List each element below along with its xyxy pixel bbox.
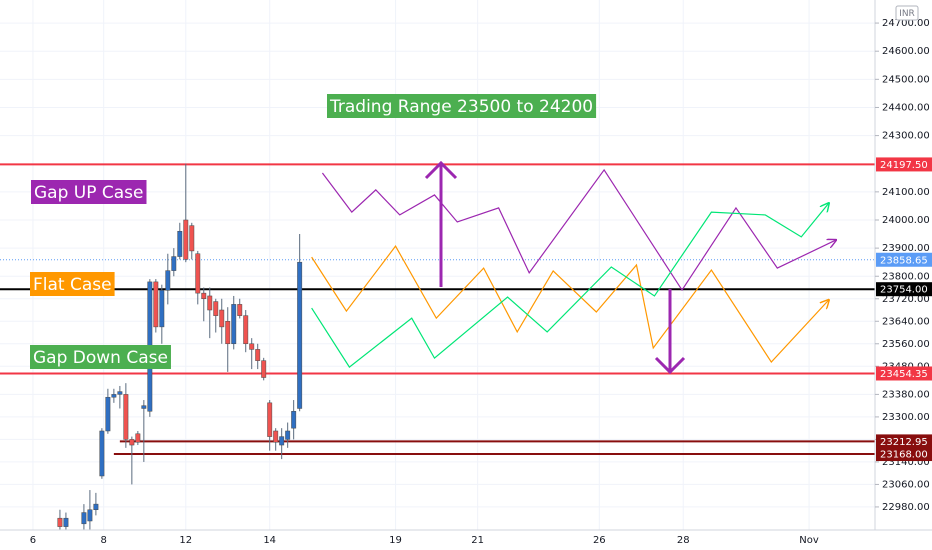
x-tick-label: 6: [30, 535, 36, 546]
x-tick-label: 28: [677, 535, 690, 546]
candle-body: [201, 292, 207, 300]
y-tick-label: 22980.00: [882, 502, 930, 513]
y-tick-label: 24500.00: [882, 74, 930, 85]
y-tick-label: 23900.00: [882, 243, 930, 254]
y-tick-label: 24300.00: [882, 131, 930, 142]
price-tag: [876, 282, 932, 297]
candle-body: [267, 402, 273, 437]
candles: [57, 163, 303, 530]
candle-body: [195, 253, 201, 294]
candle-body: [93, 503, 99, 510]
arrow-head: [654, 356, 686, 375]
scenarios: [311, 168, 836, 368]
candle-body: [177, 230, 183, 257]
price-tag-label: 23754.00: [880, 285, 928, 296]
note-box: [31, 180, 147, 204]
candle-body: [153, 281, 159, 328]
note-label: Flat Case: [33, 275, 112, 295]
candle-body: [87, 509, 93, 522]
candle-body: [297, 261, 303, 409]
candle-body: [213, 301, 219, 316]
y-tick-label: 24700.00: [882, 18, 930, 29]
candle-body: [159, 290, 165, 328]
candle-body: [99, 430, 105, 477]
currency-box: [895, 5, 919, 21]
candle-body: [231, 304, 237, 345]
y-tick-label: 24100.00: [882, 187, 930, 198]
y-tick-label: 24400.00: [882, 102, 930, 113]
y-tick-label: 23800.00: [882, 271, 930, 282]
candle-body: [291, 411, 297, 429]
candle-body: [255, 349, 261, 361]
candle-body: [279, 436, 285, 446]
candle-body: [63, 517, 69, 527]
price-tag-label: 23454.35: [880, 369, 928, 380]
currency: INR: [899, 9, 915, 19]
y-tick-label: 23380.00: [882, 389, 930, 400]
candle-body: [81, 512, 87, 525]
y-tick-label: 23060.00: [882, 479, 930, 490]
x-tick-label: 26: [593, 535, 606, 546]
price-tag-label: 23858.65: [880, 255, 928, 266]
x-tick-label: 8: [100, 535, 106, 546]
candle-body: [105, 396, 111, 432]
y-tick-label: 24600.00: [882, 46, 930, 57]
candle-body: [243, 315, 249, 345]
scenario-line: [311, 245, 829, 364]
candle-body: [237, 304, 243, 316]
scenario-line: [321, 168, 836, 292]
price-tag: [876, 252, 932, 267]
price-tag: [876, 366, 932, 381]
candle-body: [285, 430, 291, 440]
x-tick-label: Nov: [799, 535, 819, 546]
y-tick-label: 23720.00: [882, 294, 930, 305]
candle-body: [141, 405, 147, 409]
axis: 24700.00 24600.00 24500.00 24400.00 24300.00…: [30, 18, 932, 546]
candle-body: [165, 270, 171, 291]
x-tick-label: 14: [263, 535, 276, 546]
note-box: [327, 94, 597, 118]
price-tag: [876, 157, 932, 172]
price-tag: [876, 434, 932, 449]
y-tick-label: 23640.00: [882, 316, 930, 327]
y-tick-label: 24000.00: [882, 215, 930, 226]
x-tick-label: 21: [471, 535, 484, 546]
candle-body: [219, 309, 225, 328]
arrow-head: [424, 160, 458, 180]
note-label: Trading Range 23500 to 24200: [329, 97, 593, 117]
note-label: Gap Down Case: [33, 348, 168, 368]
candle-body: [129, 439, 135, 446]
candle-body: [189, 225, 195, 252]
price-tag-label: 23212.95: [880, 437, 928, 448]
y-tick-label: 23560.00: [882, 339, 930, 350]
candle-body: [57, 517, 63, 527]
note-label: Gap UP Case: [34, 183, 144, 203]
candle-body: [117, 391, 123, 395]
candle-body: [225, 321, 231, 345]
candle-body: [123, 394, 129, 440]
candle-body: [183, 219, 189, 260]
x-tick-label: 19: [389, 535, 402, 546]
y-tick-label: 23140.00: [882, 457, 930, 468]
candle-body: [135, 433, 141, 443]
candle-body: [249, 343, 255, 350]
candle-body: [261, 360, 267, 378]
candle-body: [207, 295, 213, 311]
price-tag-label: 23168.00: [880, 450, 928, 461]
note-box: [30, 272, 115, 296]
annotations: Trading Range 23500 to 24200 Gap UP Case F…: [30, 94, 597, 369]
y-tick-label: 23300.00: [882, 412, 930, 423]
price-tag: [876, 447, 932, 462]
scenario-line: [311, 203, 829, 368]
x-tick-label: 12: [179, 535, 192, 546]
candle-body: [273, 430, 279, 443]
note-box: [30, 345, 171, 369]
range-arrows: [424, 160, 686, 375]
candle-body: [111, 394, 117, 398]
price-tag-label: 24197.50: [880, 160, 928, 171]
candle-body: [171, 256, 177, 271]
